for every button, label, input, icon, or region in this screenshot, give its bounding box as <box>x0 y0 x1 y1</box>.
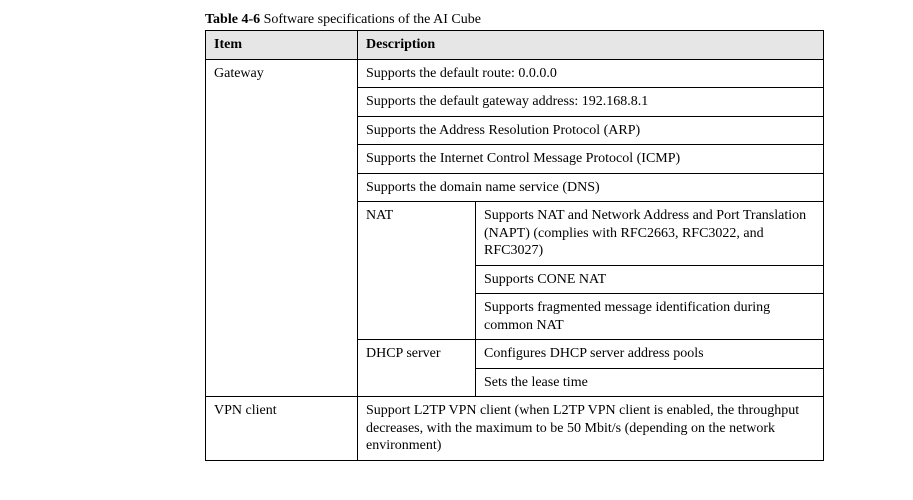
item-cell-vpn: VPN client <box>206 397 358 461</box>
table-row: VPN client Support L2TP VPN client (when… <box>206 397 824 461</box>
table-header-row: Item Description <box>206 31 824 60</box>
caption-text: Software specifications of the AI Cube <box>260 12 481 27</box>
header-item: Item <box>206 31 358 60</box>
subitem-cell-nat: NAT <box>358 202 476 340</box>
header-description: Description <box>358 31 824 60</box>
desc-cell: Supports CONE NAT <box>476 265 824 294</box>
desc-cell: Supports the Address Resolution Protocol… <box>358 116 824 145</box>
desc-cell: Supports fragmented message identificati… <box>476 294 824 340</box>
desc-cell: Supports the domain name service (DNS) <box>358 173 824 202</box>
table-wrapper: Table 4-6 Software specifications of the… <box>205 12 823 461</box>
subitem-cell-dhcp: DHCP server <box>358 340 476 397</box>
desc-cell: Supports the Internet Control Message Pr… <box>358 145 824 174</box>
desc-cell: Supports NAT and Network Address and Por… <box>476 202 824 266</box>
caption-label: Table 4-6 <box>205 12 260 27</box>
item-cell-gateway: Gateway <box>206 59 358 397</box>
desc-cell: Sets the lease time <box>476 368 824 397</box>
desc-cell: Supports the default gateway address: 19… <box>358 88 824 117</box>
desc-cell: Configures DHCP server address pools <box>476 340 824 369</box>
table-caption: Table 4-6 Software specifications of the… <box>205 12 823 28</box>
spec-table: Item Description Gateway Supports the de… <box>205 30 824 461</box>
table-row: Gateway Supports the default route: 0.0.… <box>206 59 824 88</box>
desc-cell: Support L2TP VPN client (when L2TP VPN c… <box>358 397 824 461</box>
desc-cell: Supports the default route: 0.0.0.0 <box>358 59 824 88</box>
